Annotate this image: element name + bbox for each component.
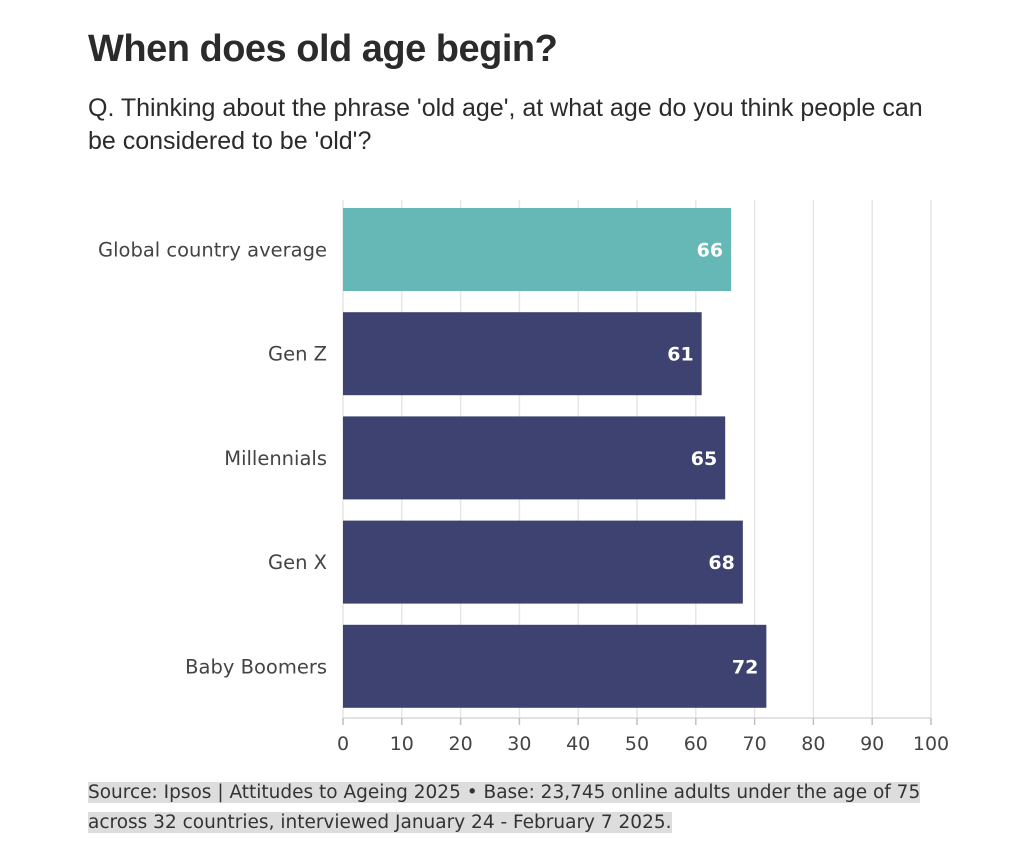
x-tick-label: 20 — [449, 733, 473, 755]
bars: Global country average 66 Gen Z 61 Millennia… — [98, 208, 767, 708]
category-label: Gen X — [268, 551, 327, 574]
x-tick-label: 80 — [801, 733, 825, 755]
bar — [343, 624, 767, 708]
bar — [343, 520, 743, 604]
bar-value-label: 72 — [732, 656, 758, 678]
category-label: Baby Boomers — [185, 655, 327, 678]
category-label: Global country average — [98, 239, 327, 262]
x-tick-label: 30 — [507, 733, 531, 755]
bar-chart: 0 10 20 30 40 50 60 70 80 90 100 Global country ave… — [98, 200, 949, 755]
bar — [343, 208, 732, 291]
bar — [343, 312, 702, 396]
source-note: Source: Ipsos | Attitudes to Ageing 2025… — [88, 778, 968, 838]
x-tick-label: 90 — [860, 733, 884, 755]
bar-value-label: 65 — [691, 448, 717, 470]
chart-subtitle: Q. Thinking about the phrase 'old age', … — [88, 94, 923, 155]
category-label: Gen Z — [268, 343, 327, 366]
source-text: Source: Ipsos | Attitudes to Ageing 2025… — [88, 782, 921, 833]
bar — [343, 416, 726, 500]
x-tick-label: 60 — [684, 733, 708, 755]
bar-value-label: 68 — [708, 552, 734, 574]
x-tick-label: 0 — [337, 733, 349, 755]
x-tick-label: 50 — [625, 733, 649, 755]
category-label: Millennials — [224, 447, 327, 470]
x-tick-label: 100 — [913, 733, 949, 755]
bar-value-label: 66 — [697, 240, 723, 262]
x-axis-ticks: 0 10 20 30 40 50 60 70 80 90 100 — [337, 718, 949, 755]
x-tick-label: 10 — [390, 733, 414, 755]
x-tick-label: 70 — [743, 733, 767, 755]
x-tick-label: 40 — [566, 733, 590, 755]
bar-value-label: 61 — [667, 344, 693, 366]
chart-title: When does old age begin? — [88, 28, 558, 70]
